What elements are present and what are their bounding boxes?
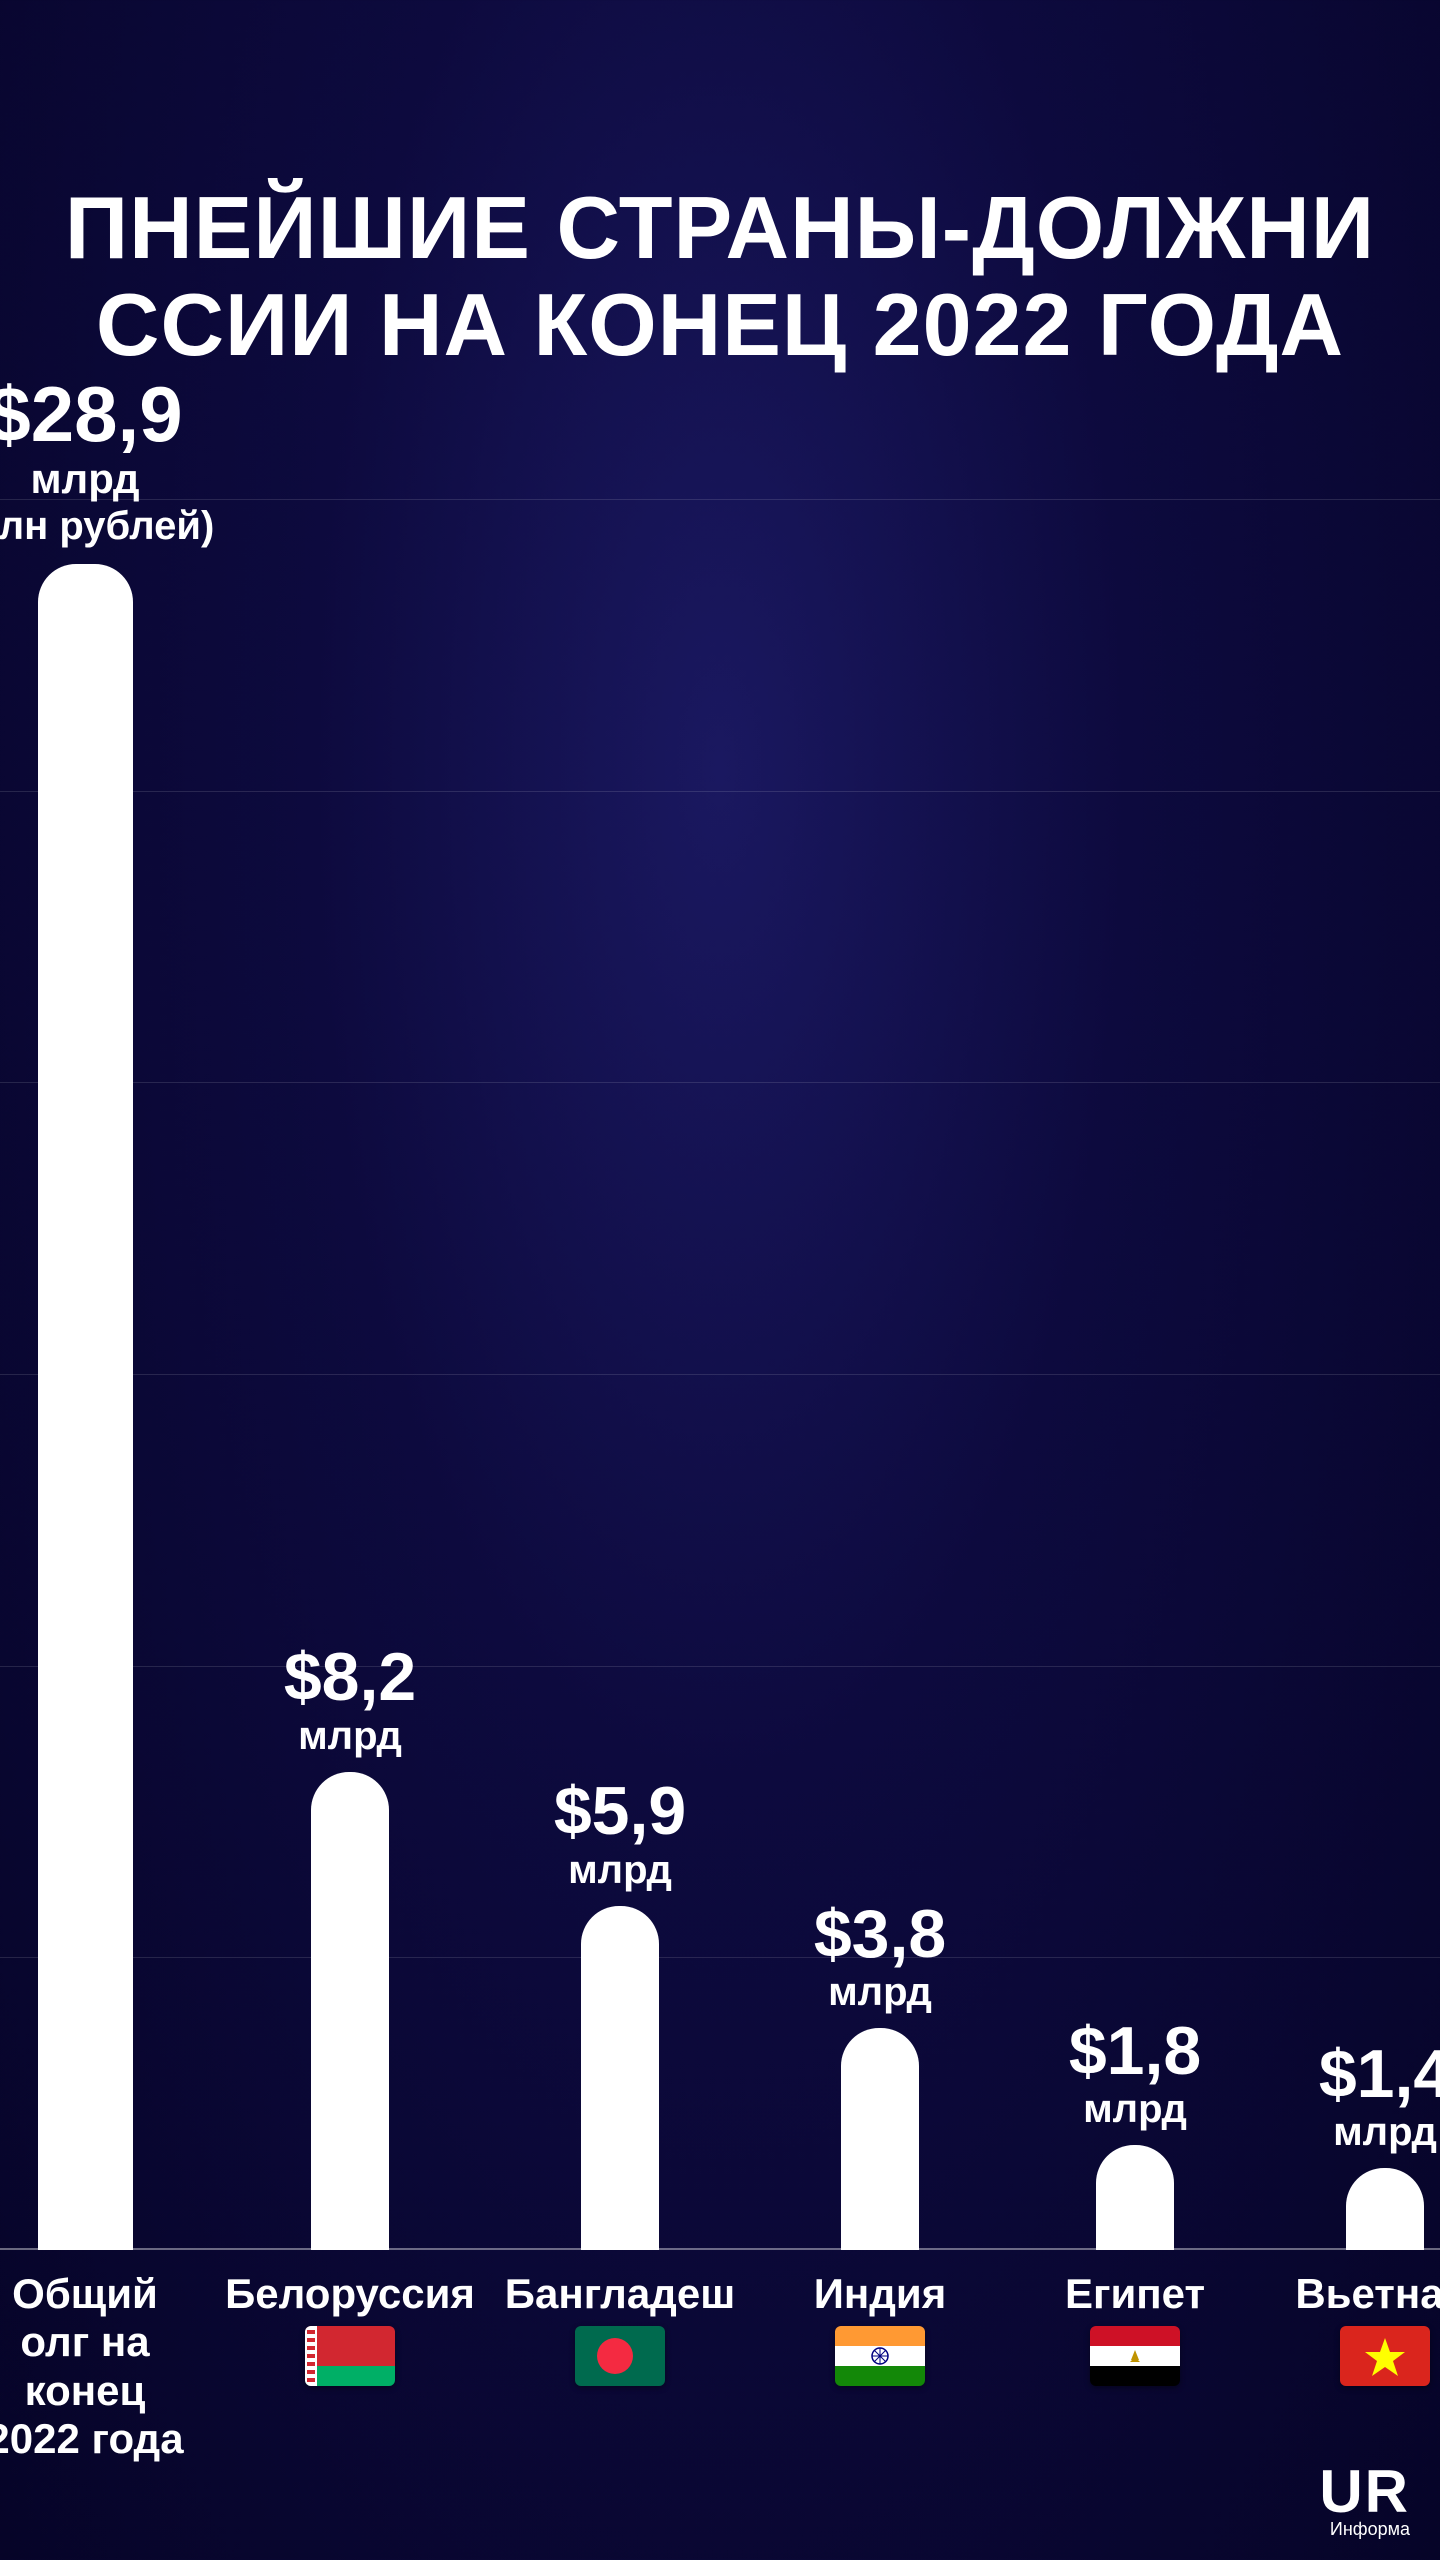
flag-vietnam-icon bbox=[1340, 2326, 1430, 2386]
flag-belarus-icon bbox=[305, 2326, 395, 2386]
bar-egypt bbox=[1096, 2145, 1174, 2250]
label-text: Бангладеш bbox=[505, 2270, 735, 2318]
label-text: Египет bbox=[1065, 2270, 1205, 2318]
title-line-1: ПНЕЙШИЕ СТРАНЫ-ДОЛЖНИ bbox=[0, 180, 1440, 277]
label-egypt: Египет bbox=[1015, 2270, 1255, 2386]
flag-bangladesh-icon bbox=[575, 2326, 665, 2386]
value-unit: млрд bbox=[568, 1848, 672, 1892]
label-text: Индия bbox=[814, 2270, 947, 2318]
watermark: UR Информа bbox=[1319, 2465, 1410, 2540]
label-total: Общий олг на конец 2022 года bbox=[0, 2270, 205, 2463]
value-bangladesh: $5,9млрд bbox=[480, 1776, 760, 1891]
label-text: Общий олг на конец 2022 года bbox=[0, 2270, 205, 2463]
flag-egypt-icon bbox=[1090, 2326, 1180, 2386]
value-unit: млрд bbox=[1083, 2087, 1187, 2131]
value-subtitle: трлн рублей) bbox=[0, 502, 214, 550]
value-amount: $3,8 bbox=[814, 1899, 946, 1970]
label-text: Белоруссия bbox=[225, 2270, 475, 2318]
bar-india bbox=[841, 2028, 919, 2250]
watermark-subtitle: Информа bbox=[1319, 2519, 1410, 2540]
label-bangladesh: Бангладеш bbox=[500, 2270, 740, 2386]
value-unit: млрд bbox=[298, 1714, 402, 1758]
value-unit: млрд bbox=[1333, 2110, 1437, 2154]
value-india: $3,8млрд bbox=[740, 1899, 1020, 2014]
watermark-logo: UR bbox=[1319, 2465, 1410, 2519]
value-unit: млрд bbox=[30, 456, 139, 502]
chart-area: $28,9млрдтрлн рублей)$8,2млрд$5,9млрд$3,… bbox=[0, 500, 1440, 2250]
value-amount: $5,9 bbox=[554, 1776, 686, 1847]
bars-container: $28,9млрдтрлн рублей)$8,2млрд$5,9млрд$3,… bbox=[0, 500, 1440, 2250]
value-amount: $1,8 bbox=[1069, 2016, 1201, 2087]
label-vietnam: Вьетнам bbox=[1265, 2270, 1440, 2386]
value-egypt: $1,8млрд bbox=[995, 2016, 1275, 2131]
value-amount: $8,2 bbox=[284, 1642, 416, 1713]
bar-belarus bbox=[311, 1772, 389, 2250]
flag-india-icon bbox=[835, 2326, 925, 2386]
value-belarus: $8,2млрд bbox=[210, 1642, 490, 1757]
x-axis-labels: Общий олг на конец 2022 годаБелоруссия Б… bbox=[0, 2260, 1440, 2460]
value-total: $28,9млрдтрлн рублей) bbox=[0, 374, 225, 550]
title-line-2: ССИИ НА КОНЕЦ 2022 ГОДА bbox=[0, 277, 1440, 374]
bar-bangladesh bbox=[581, 1906, 659, 2250]
label-india: Индия bbox=[760, 2270, 1000, 2386]
value-vietnam: $1,4млрд bbox=[1245, 2039, 1440, 2154]
value-unit: млрд bbox=[828, 1970, 932, 2014]
label-belarus: Белоруссия bbox=[230, 2270, 470, 2386]
bar-total bbox=[38, 564, 133, 2250]
chart-title: ПНЕЙШИЕ СТРАНЫ-ДОЛЖНИ ССИИ НА КОНЕЦ 2022… bbox=[0, 180, 1440, 374]
page-root: ПНЕЙШИЕ СТРАНЫ-ДОЛЖНИ ССИИ НА КОНЕЦ 2022… bbox=[0, 0, 1440, 2560]
label-text: Вьетнам bbox=[1295, 2270, 1440, 2318]
value-amount: $28,9 bbox=[0, 374, 183, 456]
bar-vietnam bbox=[1346, 2168, 1424, 2250]
value-amount: $1,4 bbox=[1319, 2039, 1440, 2110]
